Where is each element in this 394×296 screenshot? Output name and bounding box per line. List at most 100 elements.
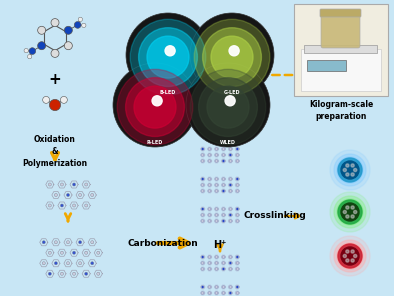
Circle shape xyxy=(341,161,359,179)
Circle shape xyxy=(147,36,189,78)
Circle shape xyxy=(236,190,238,192)
Circle shape xyxy=(60,204,63,207)
Circle shape xyxy=(60,272,63,275)
Circle shape xyxy=(236,286,238,288)
Circle shape xyxy=(222,160,225,162)
Circle shape xyxy=(351,206,354,209)
Circle shape xyxy=(351,250,354,253)
Circle shape xyxy=(85,204,88,207)
Circle shape xyxy=(334,196,366,228)
Text: R-LED: R-LED xyxy=(147,139,163,144)
Circle shape xyxy=(337,199,363,225)
Circle shape xyxy=(216,178,218,180)
Circle shape xyxy=(222,214,225,216)
Circle shape xyxy=(208,220,211,222)
Circle shape xyxy=(67,194,69,197)
Circle shape xyxy=(208,208,211,210)
Circle shape xyxy=(117,69,193,145)
Circle shape xyxy=(201,148,204,150)
Circle shape xyxy=(236,160,238,162)
Circle shape xyxy=(208,148,211,150)
Text: WLED: WLED xyxy=(220,139,236,144)
Circle shape xyxy=(346,215,349,218)
Circle shape xyxy=(236,214,238,216)
Circle shape xyxy=(72,272,76,275)
Circle shape xyxy=(216,190,218,192)
Circle shape xyxy=(54,194,58,197)
Circle shape xyxy=(190,13,274,97)
Circle shape xyxy=(222,262,225,264)
Circle shape xyxy=(222,184,225,186)
Circle shape xyxy=(208,256,211,258)
Circle shape xyxy=(229,214,232,216)
Circle shape xyxy=(225,96,235,106)
Text: +: + xyxy=(48,73,61,88)
Circle shape xyxy=(201,154,204,156)
Circle shape xyxy=(216,286,218,288)
Circle shape xyxy=(54,262,58,265)
Circle shape xyxy=(351,259,354,262)
Circle shape xyxy=(78,194,82,197)
Circle shape xyxy=(222,178,225,180)
Circle shape xyxy=(201,214,204,216)
Circle shape xyxy=(229,190,232,192)
Circle shape xyxy=(222,148,225,150)
Circle shape xyxy=(330,150,370,190)
Circle shape xyxy=(341,203,359,221)
Circle shape xyxy=(60,251,63,254)
Circle shape xyxy=(216,214,218,216)
Circle shape xyxy=(222,220,225,222)
Circle shape xyxy=(194,19,270,95)
Circle shape xyxy=(190,69,266,145)
Circle shape xyxy=(199,78,257,136)
Circle shape xyxy=(64,26,72,34)
Circle shape xyxy=(42,262,45,265)
Text: H⁺: H⁺ xyxy=(213,240,227,250)
Circle shape xyxy=(201,220,204,222)
Circle shape xyxy=(353,210,357,214)
Circle shape xyxy=(78,17,82,22)
Circle shape xyxy=(229,184,232,186)
Circle shape xyxy=(201,190,204,192)
Circle shape xyxy=(338,158,362,182)
Circle shape xyxy=(201,160,204,162)
Circle shape xyxy=(236,262,238,264)
Circle shape xyxy=(222,292,225,294)
Circle shape xyxy=(78,262,82,265)
Circle shape xyxy=(229,262,232,264)
Circle shape xyxy=(74,22,81,28)
Circle shape xyxy=(208,178,211,180)
Circle shape xyxy=(222,190,225,192)
Circle shape xyxy=(91,194,94,197)
Circle shape xyxy=(126,13,210,97)
Text: Crosslinking: Crosslinking xyxy=(243,212,307,221)
Circle shape xyxy=(229,208,232,210)
Circle shape xyxy=(208,214,211,216)
Circle shape xyxy=(236,184,238,186)
Circle shape xyxy=(134,86,176,128)
Circle shape xyxy=(201,208,204,210)
Circle shape xyxy=(216,262,218,264)
Circle shape xyxy=(126,78,184,136)
Circle shape xyxy=(201,178,204,180)
Circle shape xyxy=(208,262,211,264)
Text: Kilogram-scale
preparation: Kilogram-scale preparation xyxy=(309,100,373,121)
Circle shape xyxy=(222,208,225,210)
Circle shape xyxy=(38,42,46,50)
Circle shape xyxy=(208,184,211,186)
Circle shape xyxy=(208,160,211,162)
FancyBboxPatch shape xyxy=(307,59,346,70)
Circle shape xyxy=(72,183,76,186)
Circle shape xyxy=(338,244,362,268)
Circle shape xyxy=(203,28,261,86)
Circle shape xyxy=(236,220,238,222)
Circle shape xyxy=(64,42,72,50)
Circle shape xyxy=(346,173,349,176)
Text: G-LED: G-LED xyxy=(224,89,240,94)
Circle shape xyxy=(91,262,94,265)
Circle shape xyxy=(351,215,354,218)
Circle shape xyxy=(216,292,218,294)
Circle shape xyxy=(152,96,162,106)
Circle shape xyxy=(343,168,346,172)
Circle shape xyxy=(97,251,100,254)
